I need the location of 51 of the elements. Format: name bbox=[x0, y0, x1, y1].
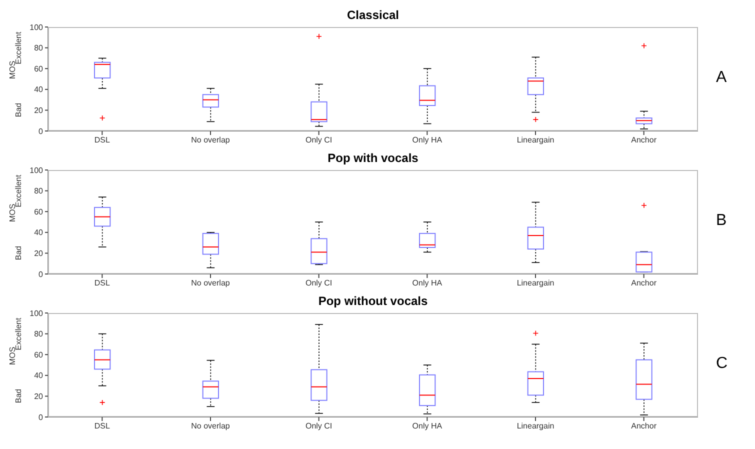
y-tick-label: 0 bbox=[38, 412, 44, 422]
y-tick-label: 40 bbox=[34, 371, 44, 380]
y-tick-label: 60 bbox=[34, 207, 44, 216]
y-tick-label: 80 bbox=[34, 330, 44, 339]
y-tick-label: 100 bbox=[30, 166, 44, 175]
x-tick-label: DSL bbox=[94, 136, 110, 145]
x-tick-label: Lineargain bbox=[516, 422, 554, 431]
x-tick-label: DSL bbox=[94, 278, 110, 288]
text: Bad bbox=[14, 388, 24, 406]
y-tick-label: 80 bbox=[34, 44, 44, 53]
x-tick-label: Only CI bbox=[305, 422, 332, 431]
text: Excellent bbox=[14, 316, 24, 350]
y-axis-title: MOS bbox=[8, 60, 17, 79]
y-tick-label: 0 bbox=[38, 126, 44, 136]
y-tick-label: 100 bbox=[30, 308, 44, 318]
x-tick-label: No overlap bbox=[191, 136, 230, 145]
y-tick-label: 20 bbox=[34, 106, 44, 116]
y-tick-label: 20 bbox=[34, 392, 44, 402]
x-tick-label: Only HA bbox=[412, 278, 443, 288]
x-tick-label: Anchor bbox=[631, 278, 657, 288]
chart-title: Classical bbox=[346, 8, 400, 23]
text: A bbox=[716, 69, 727, 87]
x-tick-label: Only HA bbox=[412, 136, 443, 145]
text: Excellent bbox=[14, 30, 24, 64]
chart-title: Pop with vocals bbox=[326, 151, 420, 166]
y-tick-label: 0 bbox=[38, 270, 44, 279]
y-tick-label: 40 bbox=[34, 228, 44, 238]
x-tick-label: DSL bbox=[94, 422, 110, 431]
x-tick-label: Only CI bbox=[305, 136, 332, 145]
text: C bbox=[716, 355, 728, 373]
x-tick-label: Anchor bbox=[631, 422, 657, 431]
text: Bad bbox=[14, 102, 24, 120]
x-tick-label: Anchor bbox=[631, 136, 657, 145]
x-tick-label: Only HA bbox=[412, 422, 443, 431]
x-tick-label: Lineargain bbox=[516, 136, 554, 145]
x-tick-label: No overlap bbox=[191, 278, 230, 288]
y-tick-label: 20 bbox=[34, 249, 44, 258]
y-axis-title: MOS bbox=[8, 204, 17, 222]
y-tick-label: 60 bbox=[34, 350, 44, 360]
x-tick-label: Lineargain bbox=[516, 278, 554, 288]
text: B bbox=[716, 212, 727, 230]
text: Bad bbox=[14, 245, 24, 262]
chart-title: Pop without vocals bbox=[317, 294, 429, 309]
y-tick-label: 80 bbox=[34, 186, 44, 196]
y-tick-label: 40 bbox=[34, 85, 44, 94]
text: Excellent bbox=[14, 174, 24, 208]
x-tick-label: Only CI bbox=[305, 278, 332, 288]
y-axis-title: MOS bbox=[8, 346, 17, 365]
x-tick-label: No overlap bbox=[191, 422, 230, 431]
y-tick-label: 60 bbox=[34, 64, 44, 74]
y-tick-label: 100 bbox=[30, 22, 44, 32]
